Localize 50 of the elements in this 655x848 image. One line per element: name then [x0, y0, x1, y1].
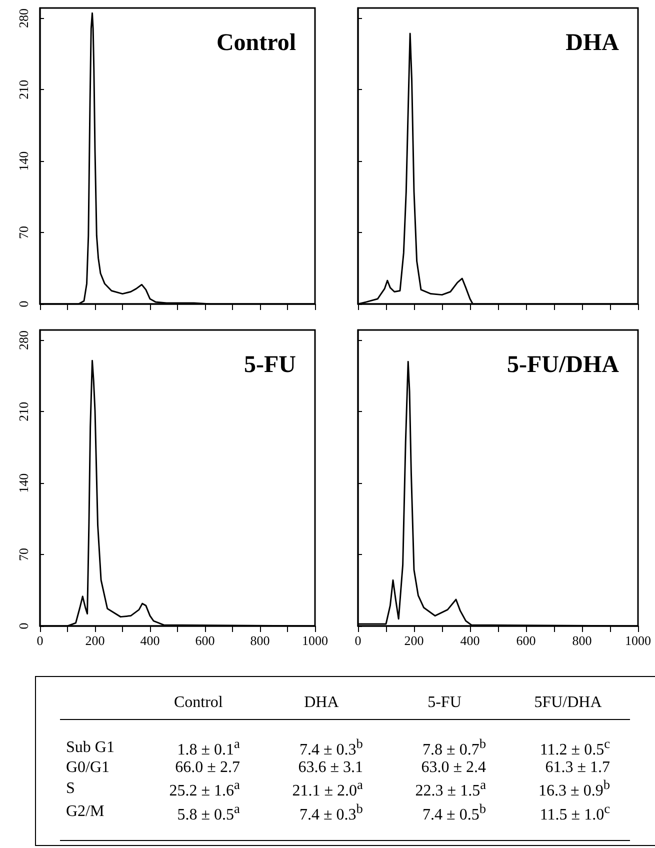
text: Control: [216, 30, 296, 56]
category-label: Sub G1: [66, 738, 114, 756]
x-tick-label: 200: [404, 633, 424, 648]
x-tick-label: 1000: [302, 633, 328, 648]
y-tick-label: 140: [16, 473, 31, 493]
text: 16.3 ± 0.9$^{b}$: [538, 777, 610, 800]
category-label: 5-FU: [426, 693, 462, 713]
text: 5-FU/DHA: [507, 352, 620, 378]
x-tick-label: 0: [36, 633, 44, 648]
text: 7.4 ± 0.3$^{b}$: [300, 736, 363, 758]
y-tick-label: 280: [16, 8, 31, 28]
y-tick-label: 280: [16, 330, 31, 350]
x-tick-label: 200: [85, 633, 105, 648]
text: 11.5 ± 1.0$^{c}$: [540, 800, 610, 823]
y-tick-label: 70: [16, 226, 31, 240]
x-tick-label: 0: [354, 633, 362, 648]
text: 5-FU: [244, 352, 296, 378]
text: 7.4 ± 0.5$^{b}$: [422, 800, 486, 823]
y-tick-label: 0: [16, 300, 31, 308]
x-tick-label: 600: [195, 633, 215, 648]
category-label: G0/G1: [66, 759, 110, 776]
category-label: DHA: [303, 693, 340, 713]
x-tick-label: 400: [460, 633, 480, 648]
x-tick-label: 800: [572, 633, 592, 648]
text: 1.8 ± 0.1$^{a}$: [177, 736, 240, 758]
text: 7.8 ± 0.7$^{b}$: [422, 736, 486, 758]
category-label: G2/M: [66, 803, 104, 820]
x-tick-label: 400: [140, 633, 160, 648]
text: DHA: [566, 30, 620, 56]
y-tick-label: 0: [16, 622, 31, 630]
x-tick-label: 800: [250, 633, 270, 648]
text: 63.6 ± 3.1: [298, 759, 363, 776]
text: 25.2 ± 1.6$^{a}$: [169, 777, 240, 800]
text: 5.8 ± 0.5$^{a}$: [177, 800, 240, 823]
text: 22.3 ± 1.5$^{a}$: [415, 777, 486, 800]
y-tick-label: 210: [16, 402, 31, 422]
text: 66.0 ± 2.7: [175, 759, 240, 776]
x-tick-label: 600: [516, 633, 536, 648]
y-tick-label: 140: [16, 151, 31, 171]
text: 63.0 ± 2.4: [421, 759, 486, 776]
text: 7.4 ± 0.3$^{b}$: [300, 800, 363, 823]
text: 21.1 ± 2.0$^{a}$: [292, 777, 363, 800]
category-label: S: [66, 780, 75, 797]
category-label: Control: [172, 693, 224, 713]
text: 61.3 ± 1.7: [545, 759, 610, 776]
y-tick-label: 210: [16, 80, 31, 100]
y-tick-label: 70: [16, 548, 31, 562]
x-tick-label: 1000: [625, 633, 651, 648]
text: 11.2 ± 0.5$^{c}$: [540, 736, 610, 758]
category-label: 5FU/DHA: [533, 693, 603, 713]
